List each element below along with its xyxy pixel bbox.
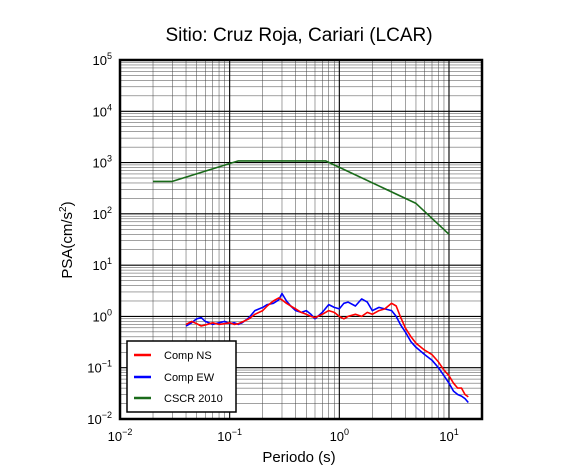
- series-line-comp-ns: [185, 297, 469, 398]
- legend-label-ew: Comp EW: [164, 372, 215, 384]
- y-tick-label: 101: [93, 256, 112, 273]
- chart-title: Sitio: Cruz Roja, Cariari (LCAR): [165, 25, 432, 46]
- x-tick-label: 10−1: [217, 427, 242, 444]
- y-tick-label: 10−2: [87, 410, 112, 427]
- x-tick-label: 101: [439, 427, 458, 444]
- series-line-comp-ew: [185, 292, 469, 404]
- y-axis-label-close: ): [59, 201, 76, 206]
- x-tick-label: 10−2: [108, 427, 133, 444]
- y-axis-label-sup: 2: [58, 206, 69, 212]
- legend-label-cscr: CSCR 2010: [164, 393, 223, 405]
- y-tick-label: 103: [93, 154, 112, 171]
- series-line-cscr-2010: [153, 160, 450, 235]
- x-tick-labels: 10−2 10−1 100 101: [108, 427, 459, 444]
- x-axis-label: Periodo (s): [262, 449, 335, 466]
- y-axis-label: PSA(cm/s2): [58, 201, 76, 278]
- legend-label-ns: Comp NS: [164, 350, 212, 362]
- series-layer: [153, 160, 469, 404]
- plot-frame: [118, 58, 484, 421]
- y-tick-label: 104: [93, 102, 112, 119]
- legend: Comp NS Comp EW CSCR 2010: [126, 340, 237, 413]
- y-tick-label: 10−1: [87, 359, 112, 376]
- y-tick-label: 100: [93, 307, 112, 324]
- y-tick-label: 102: [93, 205, 112, 222]
- grid-minor: [120, 60, 483, 419]
- y-tick-labels: 10−2 10−1 100 101 102 103 104 105: [87, 51, 112, 427]
- y-axis-label-main: PSA(cm/s: [59, 212, 76, 279]
- y-tick-label: 105: [93, 51, 112, 68]
- x-tick-label: 100: [330, 427, 349, 444]
